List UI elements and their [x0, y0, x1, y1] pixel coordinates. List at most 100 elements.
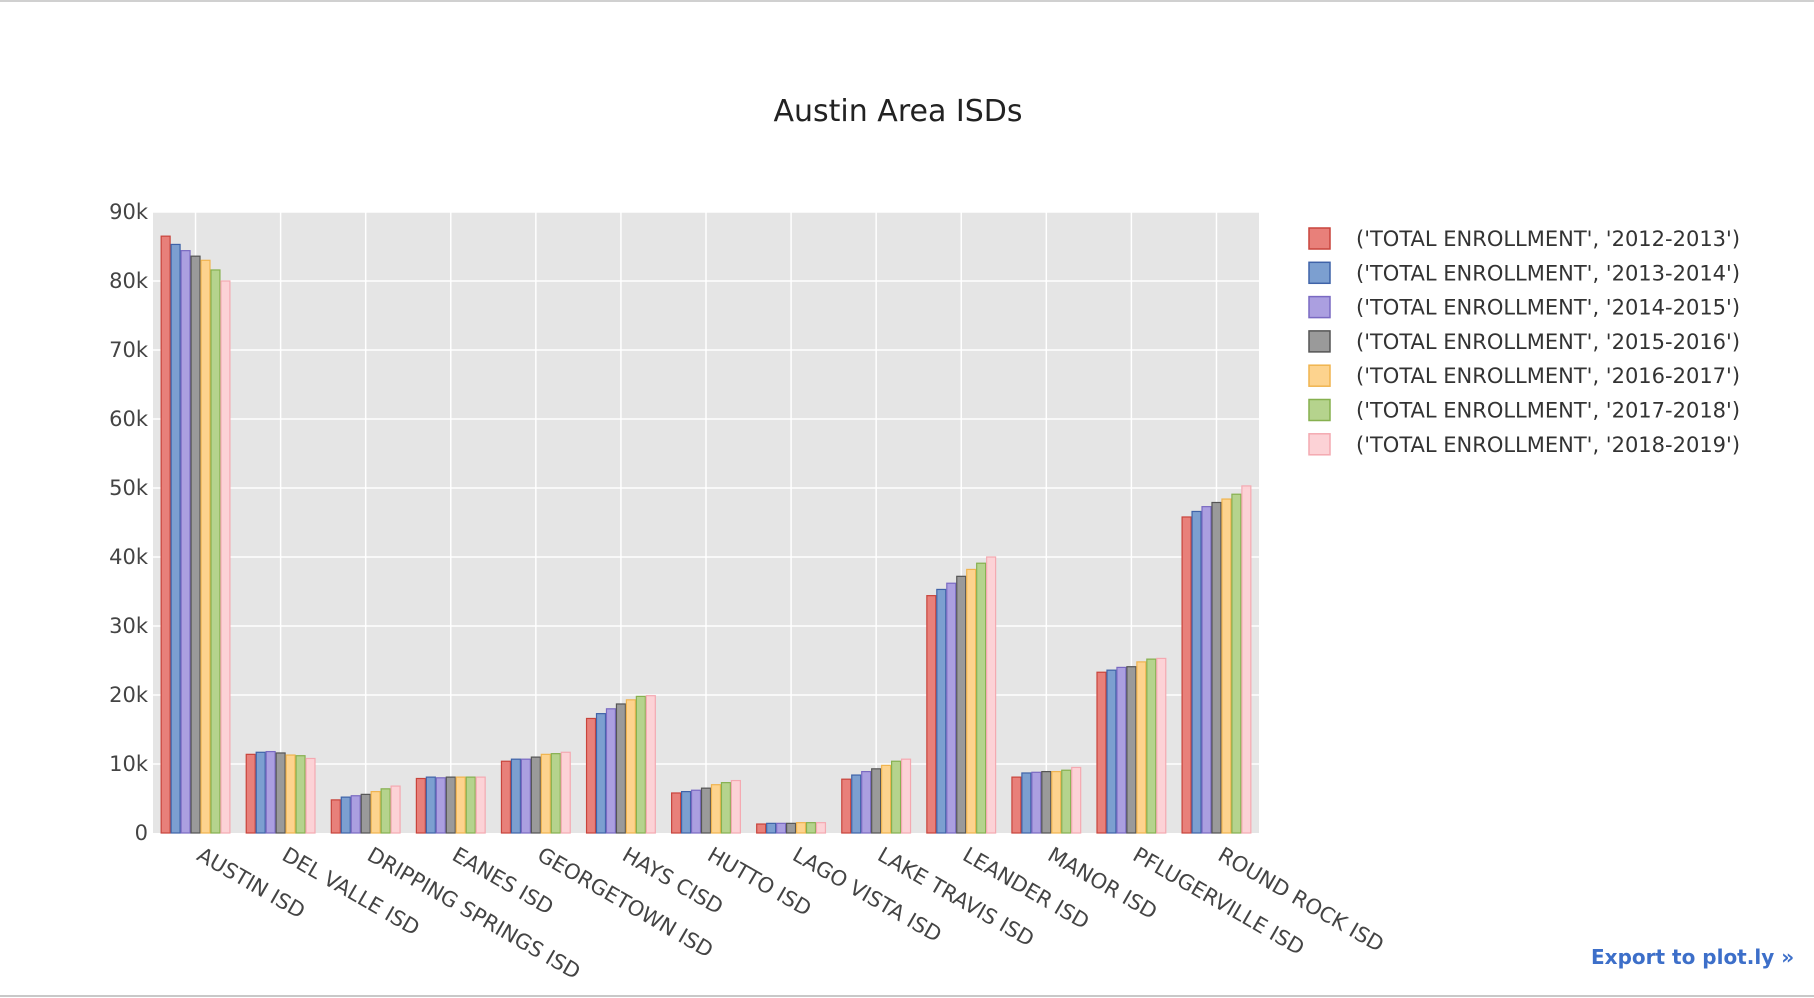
- bar[interactable]: [275, 752, 286, 834]
- bar[interactable]: [435, 777, 446, 834]
- bar[interactable]: [265, 750, 276, 834]
- bar[interactable]: [1061, 769, 1072, 834]
- legend-item[interactable]: ('TOTAL ENROLLMENT', '2018-2019'): [1308, 433, 1740, 457]
- bar[interactable]: [785, 822, 797, 834]
- bar[interactable]: [245, 753, 256, 834]
- bar[interactable]: [1201, 506, 1212, 834]
- legend-item[interactable]: ('TOTAL ENROLLMENT', '2016-2017'): [1308, 364, 1740, 388]
- bar[interactable]: [766, 822, 777, 834]
- bar[interactable]: [756, 823, 767, 834]
- bar[interactable]: [370, 790, 381, 834]
- bar[interactable]: [510, 758, 521, 834]
- bar[interactable]: [190, 255, 201, 834]
- bar[interactable]: [841, 778, 852, 834]
- bar[interactable]: [1096, 671, 1107, 834]
- bar[interactable]: [605, 708, 617, 834]
- bar[interactable]: [976, 562, 987, 834]
- bar[interactable]: [891, 760, 902, 834]
- bar[interactable]: [200, 259, 211, 834]
- bar[interactable]: [295, 755, 306, 834]
- bar[interactable]: [255, 751, 266, 834]
- bar[interactable]: [520, 758, 531, 834]
- bar[interactable]: [861, 770, 872, 834]
- bar[interactable]: [1021, 772, 1032, 834]
- bar[interactable]: [340, 796, 351, 834]
- bar[interactable]: [1116, 666, 1127, 834]
- bar[interactable]: [390, 785, 401, 834]
- bar[interactable]: [671, 792, 682, 834]
- bar[interactable]: [595, 713, 607, 834]
- bar[interactable]: [160, 235, 171, 834]
- bar[interactable]: [455, 776, 466, 834]
- bar[interactable]: [966, 568, 977, 834]
- bar[interactable]: [585, 717, 597, 834]
- bar[interactable]: [871, 768, 882, 834]
- bar[interactable]: [305, 757, 316, 834]
- bar[interactable]: [415, 777, 426, 834]
- bar[interactable]: [1106, 669, 1117, 834]
- bar[interactable]: [540, 753, 551, 834]
- bar[interactable]: [986, 556, 997, 834]
- bar[interactable]: [1126, 666, 1137, 834]
- bar[interactable]: [730, 779, 741, 834]
- bar[interactable]: [220, 280, 231, 834]
- bar[interactable]: [1181, 516, 1192, 834]
- bar[interactable]: [645, 695, 656, 834]
- bar[interactable]: [475, 776, 486, 834]
- bar[interactable]: [635, 695, 646, 834]
- bar[interactable]: [1051, 770, 1062, 834]
- bar[interactable]: [425, 776, 436, 834]
- bars[interactable]: [160, 235, 1252, 834]
- bar[interactable]: [690, 789, 702, 834]
- bar[interactable]: [1031, 771, 1042, 834]
- bar[interactable]: [1011, 776, 1022, 834]
- bar[interactable]: [881, 764, 892, 834]
- bar[interactable]: [560, 751, 571, 834]
- bar[interactable]: [805, 822, 817, 834]
- legend-item[interactable]: ('TOTAL ENROLLMENT', '2012-2013'): [1308, 227, 1740, 251]
- bar[interactable]: [625, 699, 636, 834]
- bar[interactable]: [465, 776, 476, 834]
- bar[interactable]: [956, 575, 967, 834]
- bar[interactable]: [795, 822, 807, 834]
- bar[interactable]: [1146, 658, 1157, 834]
- bar[interactable]: [445, 776, 456, 834]
- bar[interactable]: [936, 588, 947, 834]
- bar[interactable]: [700, 787, 712, 834]
- bar[interactable]: [900, 758, 912, 834]
- bar[interactable]: [1221, 498, 1232, 834]
- bar[interactable]: [1211, 501, 1222, 834]
- bar[interactable]: [815, 822, 827, 834]
- bar[interactable]: [680, 790, 692, 834]
- legend-item[interactable]: ('TOTAL ENROLLMENT', '2015-2016'): [1308, 330, 1740, 354]
- bar[interactable]: [1191, 510, 1202, 834]
- legend-item[interactable]: ('TOTAL ENROLLMENT', '2014-2015'): [1308, 296, 1740, 320]
- bar[interactable]: [170, 243, 181, 834]
- bar[interactable]: [550, 753, 561, 834]
- bar[interactable]: [530, 756, 541, 834]
- bar[interactable]: [380, 788, 391, 834]
- bar[interactable]: [500, 760, 512, 834]
- bar[interactable]: [1136, 661, 1147, 834]
- bar[interactable]: [720, 782, 732, 834]
- bar[interactable]: [1071, 766, 1082, 834]
- bar[interactable]: [946, 582, 957, 834]
- bar[interactable]: [1156, 657, 1167, 834]
- bar[interactable]: [710, 784, 722, 834]
- bar[interactable]: [285, 754, 296, 834]
- bar[interactable]: [350, 795, 361, 834]
- bar[interactable]: [1041, 770, 1052, 834]
- bar[interactable]: [926, 595, 937, 834]
- bar[interactable]: [615, 703, 627, 834]
- legend-item[interactable]: ('TOTAL ENROLLMENT', '2013-2014'): [1308, 261, 1740, 285]
- legend[interactable]: ('TOTAL ENROLLMENT', '2012-2013') ('TOTAL…: [1308, 227, 1740, 457]
- export-to-plotly-link[interactable]: Export to plot.ly »: [1591, 945, 1795, 969]
- legend-item[interactable]: ('TOTAL ENROLLMENT', '2017-2018'): [1308, 399, 1740, 423]
- bar[interactable]: [360, 793, 371, 834]
- bar[interactable]: [1231, 493, 1242, 834]
- bar[interactable]: [210, 269, 221, 834]
- bar[interactable]: [776, 822, 787, 834]
- bar[interactable]: [180, 250, 191, 834]
- bar[interactable]: [1241, 485, 1252, 834]
- bar[interactable]: [851, 774, 862, 834]
